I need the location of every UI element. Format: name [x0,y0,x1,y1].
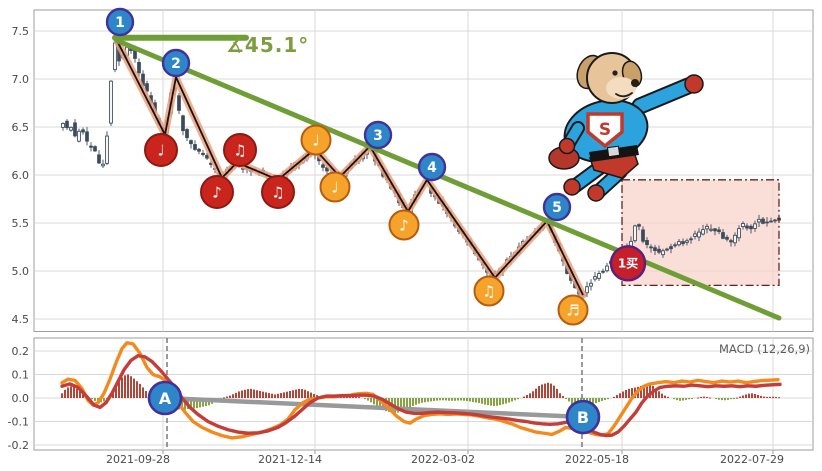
superdog-boot2 [587,184,605,202]
superdog-emblem-letter: S [599,120,611,140]
macd-ytick-label: -0.2 [8,439,29,452]
superdog-glove [558,137,576,155]
superdog-shield [586,112,624,149]
svg-text:A: A [159,389,172,408]
price-ytick-label: 5.0 [12,265,30,278]
x-axis-tick-label: 2022-05-18 [565,453,629,466]
svg-text:♫: ♫ [233,141,246,159]
svg-text:4: 4 [427,160,437,176]
x-axis-tick-label: 2021-12-14 [258,453,322,466]
price-ytick-label: 6.0 [12,169,30,182]
orange-note-marker: ♩ [300,124,332,156]
macd-gray-trendline [162,395,586,420]
red-note-marker: ♪ [200,175,234,209]
orange-note-marker: ♬ [557,294,589,326]
divergence-marker-A: A [147,380,183,416]
svg-text:♩: ♩ [157,141,164,159]
superdog-buckle [606,145,621,158]
svg-text:♫: ♫ [482,282,495,300]
macd-ytick-label: -0.1 [8,416,29,429]
wave-marker-4: 4 [417,152,447,182]
svg-text:♫: ♫ [271,183,284,201]
red-note-marker: ♫ [261,175,295,209]
svg-text:♪: ♪ [212,183,222,201]
price-ytick-label: 7.5 [12,25,30,38]
descending-trendline [114,38,782,321]
svg-text:B: B [577,408,589,427]
wave-marker-1: 1 [105,7,135,37]
red-note-marker: ♫ [223,133,257,167]
svg-text:♩: ♩ [312,131,319,149]
superdog-arm [633,79,695,113]
superdog-fist [684,74,704,94]
zigzag-line [116,40,584,296]
price-ytick-label: 6.5 [12,121,30,134]
wave-marker-5: 5 [542,192,572,222]
divergence-marker-B: B [565,399,601,435]
price-ytick-label: 4.5 [12,313,30,326]
orange-note-marker: ♫ [473,275,505,307]
orange-note-marker: ♩ [319,171,351,203]
buy-signal-marker: 1买 [609,245,647,282]
wave-marker-2: 2 [161,48,191,78]
superdog-nose [631,79,639,87]
x-axis-tick-label: 2021-09-28 [106,453,170,466]
price-ytick-label: 5.5 [12,217,30,230]
svg-text:5: 5 [552,200,562,216]
wave-marker-3: 3 [363,120,393,150]
superdog-mascot: S [548,52,704,202]
macd-ytick-label: 0.2 [12,345,30,358]
superdog-eye [612,70,618,76]
svg-text:2: 2 [171,56,181,72]
superdog-mouth [615,92,633,98]
svg-text:1: 1 [115,15,125,31]
svg-text:♩: ♩ [331,178,338,196]
chart-markers-layer: ♩ ♪ ♫ ♫ ♩ ♩ ♪ ♫ ♬ 1 2 3 4 5 1买 A B [105,7,647,435]
macd-ytick-label: 0.0 [12,392,30,405]
svg-text:♪: ♪ [399,216,409,234]
x-axis-tick-label: 2022-07-29 [720,453,784,466]
x-axis-tick-label: 2022-03-02 [411,453,475,466]
svg-text:♬: ♬ [566,301,579,319]
macd-ytick-label: 0.1 [12,369,30,382]
svg-text:3: 3 [373,128,383,144]
svg-text:1买: 1买 [618,257,638,271]
superdog-muzzle [606,77,636,99]
orange-note-marker: ♪ [388,209,420,241]
macd-dif-line [60,341,780,440]
red-note-marker: ♩ [144,133,178,167]
superdog-boot [563,178,581,196]
price-ytick-label: 7.0 [12,73,30,86]
